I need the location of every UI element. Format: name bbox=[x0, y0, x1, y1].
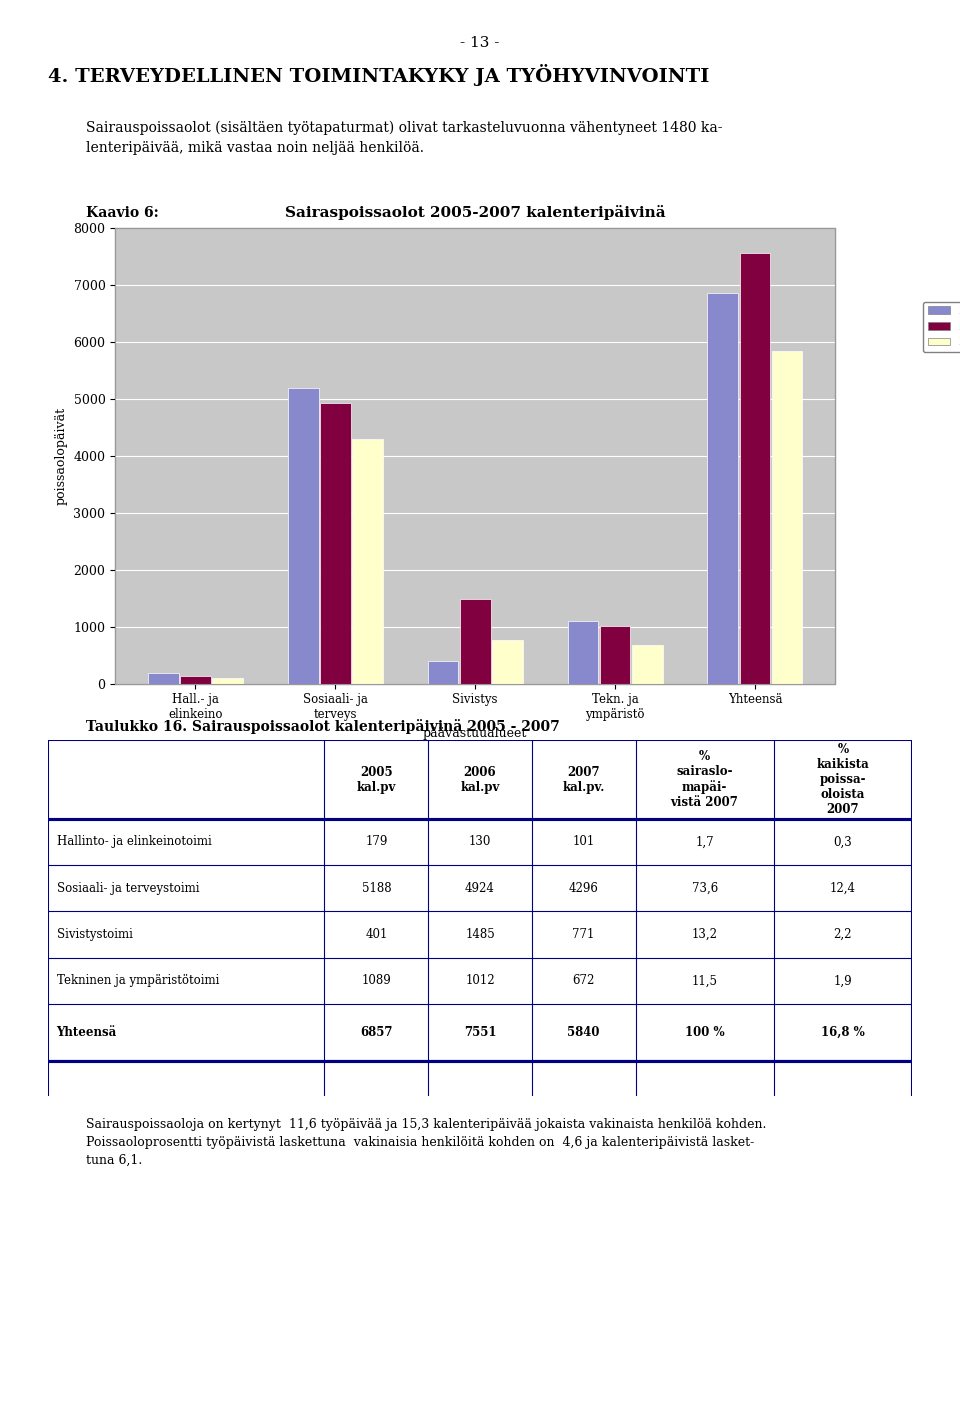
Text: Tekninen ja ympäristötoimi: Tekninen ja ympäristötoimi bbox=[57, 974, 219, 987]
Y-axis label: poissaolopäivät: poissaolopäivät bbox=[55, 407, 68, 504]
Text: 1485: 1485 bbox=[466, 928, 494, 941]
Bar bbox=[567, 621, 598, 684]
Text: 101: 101 bbox=[572, 836, 595, 849]
Bar bbox=[427, 661, 459, 684]
Text: Sairauspoissaoloja on kertynyt  11,6 työpäivää ja 15,3 kalenteripäivää jokaista : Sairauspoissaoloja on kertynyt 11,6 työp… bbox=[86, 1118, 767, 1166]
Bar bbox=[148, 674, 179, 684]
FancyBboxPatch shape bbox=[48, 947, 912, 1004]
Text: 11,5: 11,5 bbox=[691, 974, 718, 987]
Bar bbox=[460, 600, 491, 684]
Text: 179: 179 bbox=[365, 836, 388, 849]
Text: 2005
kal.pv: 2005 kal.pv bbox=[356, 766, 396, 793]
FancyBboxPatch shape bbox=[48, 772, 912, 819]
FancyBboxPatch shape bbox=[48, 911, 912, 957]
Bar bbox=[180, 676, 211, 684]
X-axis label: päävastuualueet: päävastuualueet bbox=[423, 726, 527, 740]
Text: 5188: 5188 bbox=[362, 881, 391, 894]
Text: 4296: 4296 bbox=[568, 881, 599, 894]
Bar bbox=[739, 253, 770, 684]
Text: - 13 -: - 13 - bbox=[460, 36, 500, 50]
Bar bbox=[632, 645, 662, 684]
Text: 7551: 7551 bbox=[464, 1025, 496, 1040]
Text: Kaavio 6:: Kaavio 6: bbox=[86, 206, 159, 221]
Bar bbox=[708, 293, 738, 684]
Text: 2006
kal.pv: 2006 kal.pv bbox=[460, 766, 500, 793]
Text: 1,7: 1,7 bbox=[695, 836, 714, 849]
Text: 4. TERVEYDELLINEN TOIMINTAKYKY JA TYÖHYVINVOINTI: 4. TERVEYDELLINEN TOIMINTAKYKY JA TYÖHYV… bbox=[48, 64, 709, 85]
Text: 771: 771 bbox=[572, 928, 595, 941]
Text: Sairauspoissaolot (sisältäen työtapaturmat) olivat tarkasteluvuonna vähentyneet : Sairauspoissaolot (sisältäen työtapaturm… bbox=[86, 121, 723, 155]
FancyBboxPatch shape bbox=[48, 1004, 912, 1061]
Text: 2,2: 2,2 bbox=[833, 928, 852, 941]
Title: Sairaspoissaolot 2005-2007 kalenteripäivinä: Sairaspoissaolot 2005-2007 kalenteripäiv… bbox=[285, 205, 665, 219]
Text: Taulukko 16. Sairauspoissaolot kalenteripäivinä 2005 - 2007: Taulukko 16. Sairauspoissaolot kalenteri… bbox=[86, 719, 560, 735]
Text: 0,3: 0,3 bbox=[833, 836, 852, 849]
Text: Yhteensä: Yhteensä bbox=[57, 1025, 117, 1040]
Text: 4924: 4924 bbox=[465, 881, 495, 894]
Text: 1,9: 1,9 bbox=[833, 974, 852, 987]
Text: %
sairaslo-
mapäi-
vistä 2007: % sairaslo- mapäi- vistä 2007 bbox=[671, 750, 738, 809]
Bar bbox=[600, 627, 631, 684]
Legend: 2005 kal.pv, 2006 kal.pv, 2007 kal.pv.: 2005 kal.pv, 2006 kal.pv, 2007 kal.pv. bbox=[924, 302, 960, 352]
FancyBboxPatch shape bbox=[48, 819, 912, 864]
Text: Sosiaali- ja terveystoimi: Sosiaali- ja terveystoimi bbox=[57, 881, 199, 894]
Text: 2007
kal.pv.: 2007 kal.pv. bbox=[563, 766, 605, 793]
Bar bbox=[320, 403, 350, 684]
Text: 5840: 5840 bbox=[567, 1025, 600, 1040]
Text: Sivistystoimi: Sivistystoimi bbox=[57, 928, 132, 941]
Bar bbox=[772, 350, 803, 684]
Text: 1012: 1012 bbox=[466, 974, 494, 987]
FancyBboxPatch shape bbox=[48, 740, 912, 819]
Text: %
kaikista
poissa-
oloista
2007: % kaikista poissa- oloista 2007 bbox=[817, 743, 869, 816]
Bar bbox=[352, 439, 383, 684]
Text: 130: 130 bbox=[468, 836, 492, 849]
FancyBboxPatch shape bbox=[48, 864, 912, 911]
Text: 13,2: 13,2 bbox=[691, 928, 718, 941]
Text: 12,4: 12,4 bbox=[829, 881, 856, 894]
Text: Hallinto- ja elinkeinotoimi: Hallinto- ja elinkeinotoimi bbox=[57, 836, 211, 849]
Text: 100 %: 100 % bbox=[684, 1025, 725, 1040]
Bar bbox=[288, 387, 319, 684]
Bar bbox=[492, 639, 523, 684]
Text: 1089: 1089 bbox=[362, 974, 391, 987]
Text: 6857: 6857 bbox=[360, 1025, 393, 1040]
Text: 73,6: 73,6 bbox=[691, 881, 718, 894]
Text: 401: 401 bbox=[365, 928, 388, 941]
Text: 672: 672 bbox=[572, 974, 595, 987]
Text: 16,8 %: 16,8 % bbox=[821, 1025, 865, 1040]
Bar bbox=[212, 678, 243, 684]
